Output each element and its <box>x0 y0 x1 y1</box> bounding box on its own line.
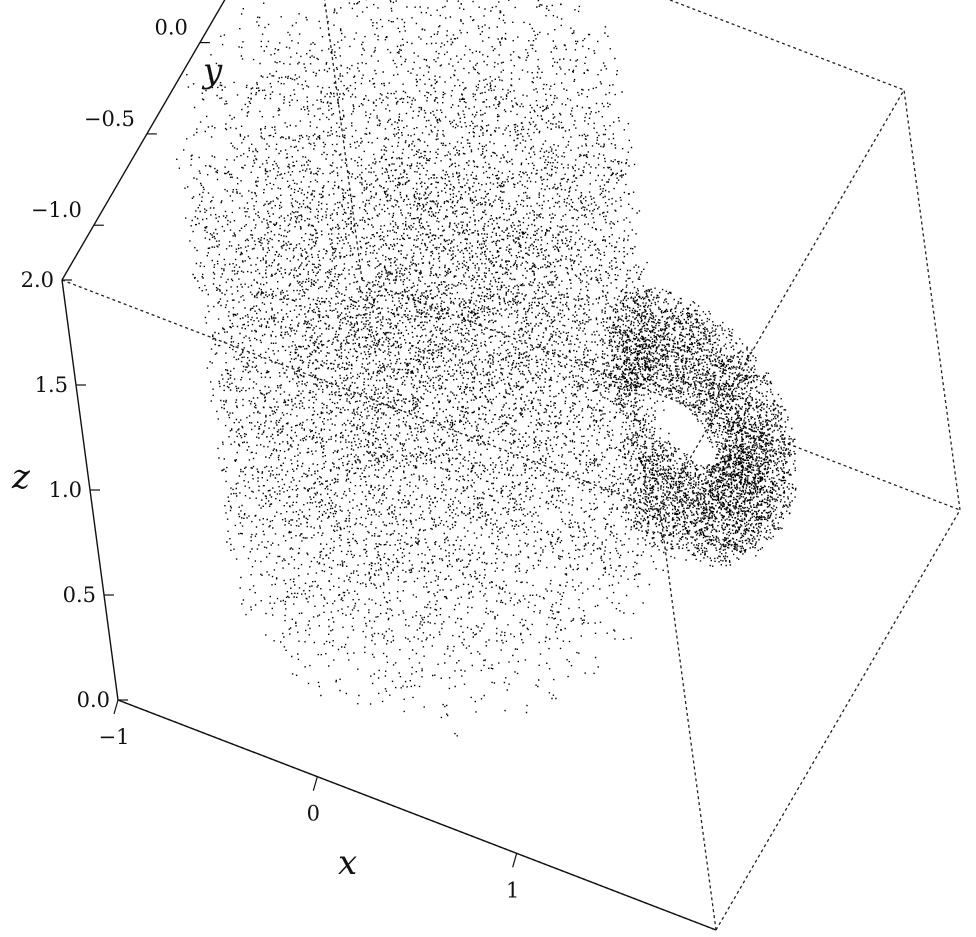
x-tick-label: 1 <box>506 878 519 902</box>
x-tick <box>114 700 118 714</box>
z-axis-title: z <box>11 457 31 497</box>
x-tick-label: 0 <box>307 802 320 826</box>
y-axis-title: y <box>201 51 223 91</box>
x-axis-line <box>118 700 716 930</box>
edge-z-back-left <box>306 0 362 280</box>
x-tick <box>313 777 317 791</box>
x-tick-label: −1 <box>99 725 130 749</box>
edge-x-top-back <box>306 0 904 90</box>
z-tick-label: 0.0 <box>77 688 110 712</box>
point-cloud <box>176 0 796 737</box>
edge-z-back-right <box>904 90 960 510</box>
z-tick-label: 1.0 <box>49 478 82 502</box>
mug-point-cloud <box>176 0 796 737</box>
edge-x-bottom-back <box>362 280 960 510</box>
z-tick-label: 1.5 <box>35 373 68 397</box>
y-tick-label: −1.0 <box>31 198 82 222</box>
x-axis-title: x <box>338 843 357 883</box>
x-tick <box>513 853 517 867</box>
edge-y-bottom-right <box>716 510 960 930</box>
y-tick-label: −0.5 <box>84 107 135 131</box>
edge-y-top-right <box>660 90 904 510</box>
y-tick-label: 0.0 <box>155 16 188 40</box>
bounding-box-front <box>62 90 904 930</box>
edge-x-top-front <box>62 280 660 510</box>
z-tick-label: 2.0 <box>21 268 54 292</box>
y-axis-line <box>62 0 306 280</box>
bounding-box-back <box>118 0 960 930</box>
edge-z-front-right <box>660 510 716 930</box>
z-tick-label: 0.5 <box>63 583 96 607</box>
